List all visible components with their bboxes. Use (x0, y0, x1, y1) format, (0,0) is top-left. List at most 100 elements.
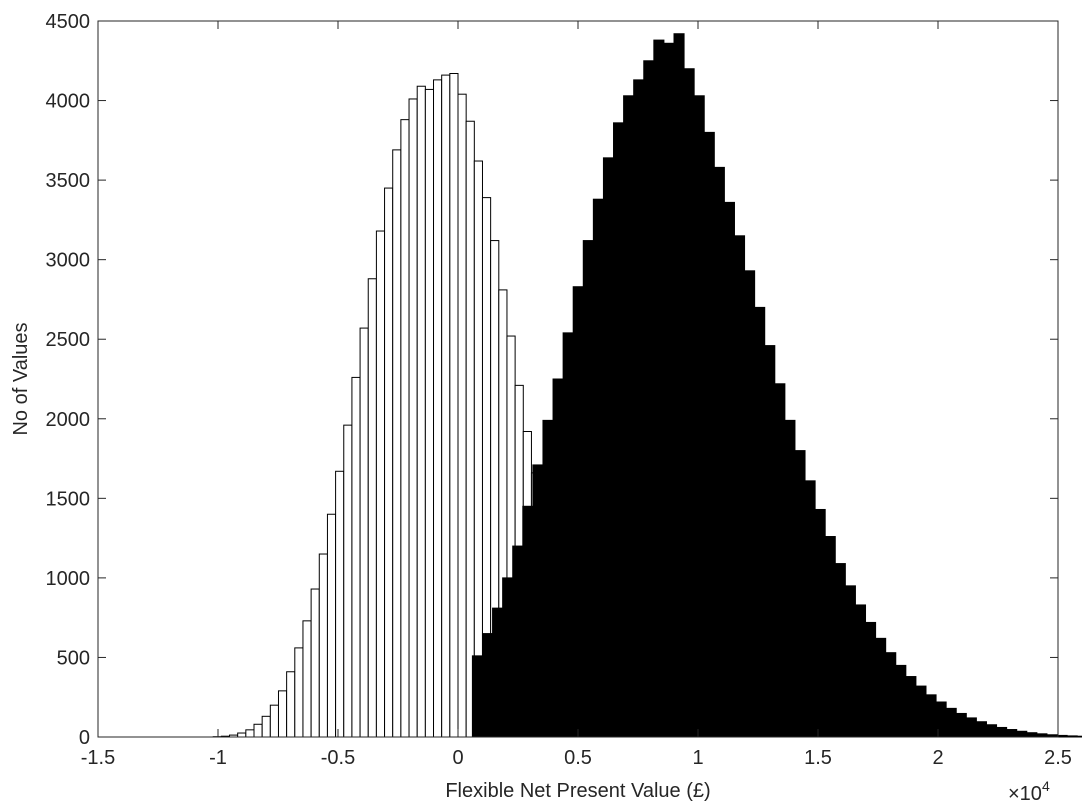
y-tick-label: 0 (79, 727, 90, 749)
black-histogram-bar (502, 577, 514, 738)
white-histogram-bar (473, 160, 483, 738)
black-histogram-bar (643, 60, 655, 738)
black-histogram-bar (602, 157, 615, 738)
y-tick-label: 3000 (46, 250, 91, 272)
x-axis-label: Flexible Net Present Value (£) (445, 780, 710, 802)
white-histogram-bar (465, 120, 475, 738)
black-histogram-bar (975, 721, 987, 738)
black-histogram-bar (1016, 730, 1028, 738)
white-histogram-bar (253, 723, 263, 738)
black-histogram-bar (905, 676, 917, 738)
white-histogram-bar (351, 376, 361, 738)
black-histogram-bar (613, 122, 625, 738)
black-histogram-bar (1066, 735, 1078, 738)
black-histogram-bar (492, 607, 504, 738)
white-histogram-bar (318, 553, 328, 738)
black-histogram-bar (794, 450, 806, 738)
black-histogram-bar (744, 270, 756, 738)
black-histogram-bar (723, 201, 735, 738)
x-tick-label: 1 (692, 747, 703, 769)
white-histogram-bar (294, 647, 304, 738)
x-axis-exponent-base: ×10 (1008, 783, 1042, 805)
white-histogram-bar (326, 513, 337, 738)
y-tick-label: 2500 (46, 329, 91, 351)
black-histogram-bar (925, 694, 937, 738)
white-histogram-bar (441, 74, 451, 738)
x-axis-ticks: -1.5 -1 -0.5 0 0.5 1 1.5 2 2.5 (81, 21, 1072, 769)
black-histogram-bar (471, 655, 483, 738)
black-histogram-bar (895, 664, 907, 738)
black-histogram-bar (592, 198, 604, 738)
white-histogram-bar (359, 327, 369, 738)
black-histogram-bar (955, 712, 967, 738)
black-histogram-bar (834, 563, 846, 738)
black-histogram-bar (764, 345, 776, 738)
y-tick-label: 4000 (46, 91, 91, 113)
black-histogram-bar (733, 235, 746, 738)
black-histogram-bar (1076, 735, 1082, 738)
black-histogram-bar (663, 42, 675, 738)
black-histogram-bar (784, 419, 796, 738)
white-histogram-bar (286, 671, 296, 738)
black-histogram-bar (623, 95, 635, 738)
y-tick-label: 2000 (46, 409, 91, 431)
black-histogram-bar (945, 707, 957, 738)
black-histogram-bar (865, 621, 877, 738)
black-histogram-bar (844, 585, 856, 738)
black-histogram-bar (633, 79, 645, 738)
white-histogram-bar (367, 278, 377, 738)
black-histogram-bar (693, 95, 705, 738)
x-axis-exponent-power: 4 (1042, 778, 1050, 794)
white-histogram-bar (400, 119, 410, 738)
black-histogram-bar (562, 332, 574, 738)
white-histogram-bar (277, 690, 288, 738)
white-histogram-bar (424, 88, 435, 738)
black-histogram-bar (1026, 732, 1038, 738)
y-axis-ticks: 0 500 1000 1500 2000 2500 3000 3500 4000 4500 (46, 11, 1058, 749)
white-histogram-bar (302, 620, 312, 738)
x-tick-label: 2.5 (1044, 747, 1072, 769)
white-histogram-bar (375, 230, 386, 738)
y-axis-label: No of Values (10, 322, 32, 435)
black-histogram-bar (532, 464, 544, 738)
black-histogram-bar (854, 604, 867, 738)
white-histogram-bar (261, 715, 271, 738)
black-histogram-bar (885, 652, 897, 738)
black-histogram-bar (824, 536, 836, 738)
white-histogram-bar (433, 79, 443, 738)
black-histogram-bar (673, 33, 685, 738)
white-histogram-bar (237, 732, 247, 738)
x-tick-label: -0.5 (321, 747, 355, 769)
y-tick-label: 4500 (46, 11, 91, 33)
black-histogram-bar (996, 726, 1008, 738)
x-tick-label: 0 (452, 747, 463, 769)
black-histogram-bar (754, 306, 766, 738)
black-histogram-bar (875, 637, 887, 738)
x-tick-label: 2 (932, 747, 943, 769)
white-histogram-bar (335, 470, 345, 738)
y-tick-label: 500 (57, 647, 90, 669)
black-histogram-bar (804, 480, 816, 738)
black-histogram-bar (542, 419, 554, 738)
y-tick-label: 1000 (46, 568, 91, 590)
black-histogram-bar (1006, 729, 1018, 738)
white-histogram-bar (269, 704, 279, 738)
white-histogram-bar (449, 73, 459, 738)
black-histogram-bar (713, 166, 725, 738)
black-histogram-bar (683, 68, 695, 738)
x-tick-label: 0.5 (564, 747, 592, 769)
black-histogram-bar (1056, 734, 1068, 738)
black-histogram-bar (572, 286, 584, 738)
black-histogram-bar (512, 545, 524, 738)
x-tick-label: 1.5 (804, 747, 832, 769)
black-histogram-bar (774, 383, 786, 738)
black-histogram-bar (703, 131, 715, 738)
black-histogram-bar (965, 717, 977, 738)
y-tick-label: 3500 (46, 170, 91, 192)
black-histogram-bar (814, 508, 826, 738)
x-axis-exponent: ×104 (1008, 778, 1050, 805)
white-histogram-bar (392, 149, 402, 738)
series-black-bars (471, 33, 1082, 738)
black-histogram-bar (552, 378, 564, 738)
